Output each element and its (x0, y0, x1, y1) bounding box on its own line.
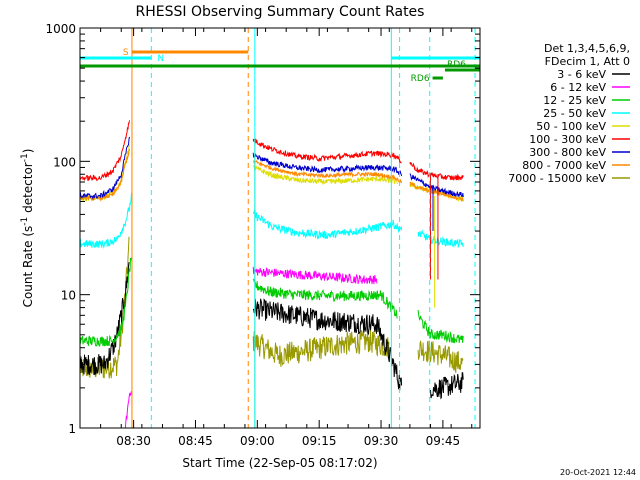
legend-entry-label-9: 7000 - 15000 keV (508, 172, 606, 185)
legend-header-2: FDecim 1, Att 0 (545, 55, 630, 68)
legend-entry-label-4: 25 - 50 keV (543, 107, 606, 120)
legend-entry-label-6: 100 - 300 keV (529, 133, 606, 146)
y-axis-title-sup2: -1 (20, 153, 30, 162)
status-bar-label-2: N (157, 54, 164, 64)
legend-entry-label-7: 300 - 800 keV (529, 146, 606, 159)
x-tick-label-4: 09:15 (302, 434, 337, 448)
series-line-7-part-2 (252, 152, 403, 177)
series-line-7-part-3 (409, 173, 464, 198)
series-line-4-part-1 (79, 192, 132, 249)
legend-entry-label-8: 800 - 7000 keV (522, 159, 606, 172)
series-line-9-part-3 (417, 340, 464, 373)
legend: Det 1,3,4,5,6,9, FDecim 1, Att 0 3 - 6 k… (508, 42, 630, 185)
series-line-1-part-3 (430, 372, 464, 400)
y-tick-label-1: 1 (68, 422, 76, 436)
series-line-6-part-2 (252, 138, 402, 164)
series-line-2-part-1 (124, 391, 132, 429)
series-line-8-part-1 (79, 148, 130, 202)
series-line-3-part-1 (79, 257, 132, 347)
status-bar-label-6: RD6 (411, 74, 430, 84)
series-line-6-part-3 (409, 161, 464, 181)
series-line-1-part-1 (79, 261, 130, 375)
plot-frame (79, 27, 481, 429)
series-line-4-part-2 (252, 209, 403, 240)
x-tick-label-1: 08:30 (116, 434, 151, 448)
series-line-3-part-2 (252, 278, 398, 319)
legend-entry-label-1: 3 - 6 keV (557, 68, 606, 81)
series-line-1-part-2 (252, 298, 403, 391)
series-line-8-part-3 (409, 181, 464, 202)
series-line-8-part-2 (253, 159, 403, 184)
y-axis-title: Count Rate (s-1 detector-1) (20, 149, 35, 308)
y-axis-title-main: Count Rate (s (21, 226, 35, 308)
marker-layer: S N RD6 RD6 (79, 28, 480, 428)
legend-entry-label-2: 6 - 12 keV (550, 81, 606, 94)
series-line-5-part-2 (252, 164, 398, 185)
y-tick-label-4: 1000 (45, 22, 76, 36)
y-axis-title-mid: detector (21, 162, 35, 217)
x-tick-label-3: 09:00 (240, 434, 275, 448)
legend-entry-label-3: 12 - 25 keV (543, 94, 606, 107)
y-tick-label-3: 100 (53, 155, 76, 169)
series-line-9-part-2 (252, 329, 390, 367)
timestamp: 20-Oct-2021 12:44 (560, 468, 636, 477)
series-line-3-part-3 (417, 309, 464, 344)
y-tick-label-2: 10 (61, 289, 76, 303)
x-axis-title: Start Time (22-Sep-05 08:17:02) (182, 456, 377, 470)
axis-layer: 08:30 08:45 09:00 09:15 09:30 09:45 1 10 100 1000 (45, 22, 480, 448)
legend-entry-label-5: 50 - 100 keV (536, 120, 606, 133)
series-line-4-part-3 (417, 229, 464, 249)
y-axis-title-end: ) (21, 149, 35, 154)
chart-title: RHESSI Observing Summary Count Rates (136, 4, 425, 20)
y-axis-title-sup1: -1 (20, 217, 30, 226)
series-line-6-part-1 (79, 120, 130, 182)
x-tick-label-2: 08:45 (178, 434, 213, 448)
x-tick-label-6: 09:45 (426, 434, 461, 448)
series-line-7-part-1 (79, 136, 130, 201)
status-bar-label-5: RD6 (447, 60, 466, 70)
status-bar-label-1: S (123, 48, 129, 58)
x-tick-label-5: 09:30 (364, 434, 399, 448)
series-line-2-part-2 (252, 266, 378, 285)
legend-header-1: Det 1,3,4,5,6,9, (544, 42, 630, 55)
